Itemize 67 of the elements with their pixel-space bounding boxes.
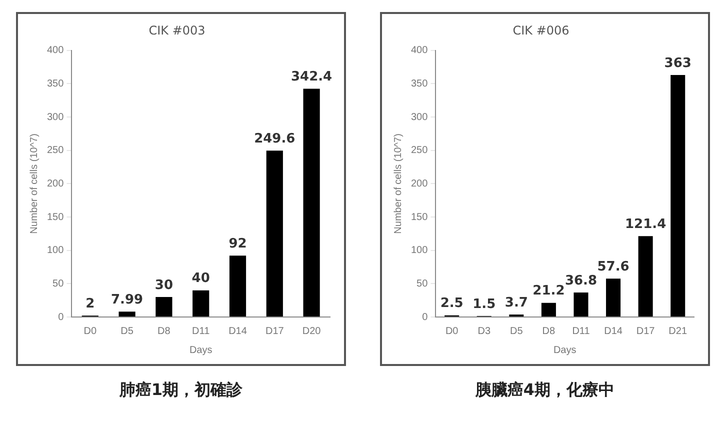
x-tick-label: D8 xyxy=(542,326,556,337)
bar xyxy=(606,278,621,316)
bar xyxy=(229,256,246,316)
x-tick-label: D14 xyxy=(228,326,248,337)
x-tick-label: D3 xyxy=(478,326,491,337)
y-tick-label: 150 xyxy=(46,212,64,223)
x-tick-label: D17 xyxy=(636,326,656,337)
x-tick-label: D5 xyxy=(120,326,134,337)
x-tick-label: D17 xyxy=(265,326,284,337)
data-label: 40 xyxy=(192,271,210,286)
chart-title: CIK #006 xyxy=(512,23,570,38)
y-tick-label: 350 xyxy=(410,78,428,90)
bar xyxy=(574,292,588,316)
data-label: 36.8 xyxy=(564,273,598,288)
y-tick-label: 100 xyxy=(46,245,64,256)
y-tick-label: 250 xyxy=(410,145,428,156)
data-label: 342.4 xyxy=(290,70,332,85)
y-axis-title: Number of cells (10^7) xyxy=(392,134,404,234)
x-tick-label: D5 xyxy=(510,326,524,337)
data-label: 7.99 xyxy=(111,292,144,308)
data-label: 121.4 xyxy=(625,216,666,232)
x-axis-title: Days xyxy=(553,344,576,356)
x-tick-label: D0 xyxy=(445,326,459,337)
y-tick-label: 400 xyxy=(410,45,428,56)
y-tick-label: 400 xyxy=(46,45,64,56)
x-axis-title: Days xyxy=(189,344,212,356)
bar xyxy=(670,75,686,316)
data-label: 249.6 xyxy=(254,132,296,147)
data-label: 21.2 xyxy=(532,284,565,299)
y-tick-label: 0 xyxy=(58,312,64,323)
bar xyxy=(638,236,653,316)
data-label: 3.7 xyxy=(504,295,528,310)
data-label: 30 xyxy=(154,278,173,293)
x-tick-label: D21 xyxy=(668,326,688,337)
data-label: 363 xyxy=(664,56,692,71)
text: 肺癌1期，初確診 xyxy=(118,380,244,401)
data-label: 2.5 xyxy=(440,296,464,312)
bar xyxy=(192,290,210,316)
x-tick-label: D20 xyxy=(302,326,322,337)
bar xyxy=(118,312,136,316)
bar xyxy=(266,150,283,316)
data-label: 2 xyxy=(86,296,95,312)
x-tick-label: D11 xyxy=(192,326,210,337)
data-label: 57.6 xyxy=(597,259,630,274)
bar xyxy=(541,302,556,316)
y-tick-label: 350 xyxy=(46,78,64,90)
data-label: 1.5 xyxy=(472,296,496,312)
y-tick-label: 200 xyxy=(410,178,428,190)
text: 胰臟癌4期，化療中 xyxy=(474,380,616,401)
y-tick-label: 150 xyxy=(410,212,428,223)
y-tick-label: 0 xyxy=(422,312,428,323)
data-label: 92 xyxy=(228,236,247,252)
chart-title: CIK #003 xyxy=(148,23,206,38)
y-tick-label: 50 xyxy=(416,278,428,290)
y-axis-title: Number of cells (10^7) xyxy=(28,134,40,234)
bar xyxy=(303,88,320,316)
y-tick-label: 250 xyxy=(46,145,64,156)
y-tick-label: 200 xyxy=(46,178,64,190)
y-tick-label: 300 xyxy=(46,112,64,123)
x-tick-label: D0 xyxy=(84,326,97,337)
y-tick-label: 100 xyxy=(410,245,428,256)
bar xyxy=(156,297,172,316)
x-tick-label: D8 xyxy=(158,326,171,337)
x-tick-label: D14 xyxy=(604,326,623,337)
y-tick-label: 300 xyxy=(410,112,428,123)
y-tick-label: 50 xyxy=(52,278,64,290)
x-tick-label: D11 xyxy=(572,326,590,337)
